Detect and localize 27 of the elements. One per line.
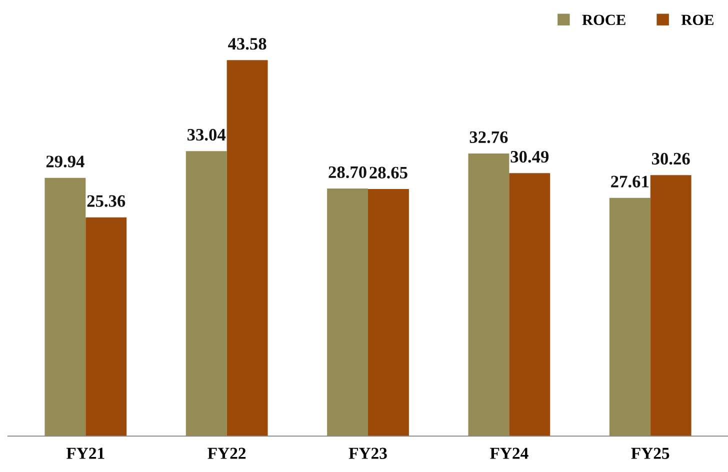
data-label: 28.70 bbox=[328, 166, 366, 178]
data-label: 25.36 bbox=[87, 195, 126, 207]
legend-label: ROE bbox=[681, 14, 714, 26]
bar bbox=[509, 173, 550, 436]
bar bbox=[609, 198, 650, 436]
x-tick-label: FY22 bbox=[208, 448, 246, 459]
bar bbox=[368, 188, 409, 436]
data-label: 29.94 bbox=[46, 156, 84, 168]
data-label: 30.26 bbox=[652, 152, 690, 165]
bar bbox=[186, 151, 227, 436]
bar bbox=[226, 60, 268, 436]
data-label: 43.58 bbox=[228, 38, 266, 50]
data-label: 30.49 bbox=[510, 150, 549, 163]
data-label: 32.76 bbox=[470, 131, 508, 144]
bar bbox=[44, 178, 86, 436]
x-tick-label: FY23 bbox=[348, 448, 387, 459]
data-label: 33.04 bbox=[187, 128, 226, 141]
x-tick-label: FY21 bbox=[66, 448, 104, 459]
data-label: 28.65 bbox=[370, 166, 408, 179]
bar bbox=[650, 175, 692, 436]
legend-label: ROCE bbox=[582, 14, 626, 26]
data-label: 27.61 bbox=[611, 176, 649, 188]
bar bbox=[468, 154, 510, 436]
x-tick-label: FY25 bbox=[631, 448, 670, 459]
bar bbox=[86, 217, 127, 436]
bar bbox=[327, 188, 368, 436]
x-tick-label: FY24 bbox=[490, 448, 528, 459]
